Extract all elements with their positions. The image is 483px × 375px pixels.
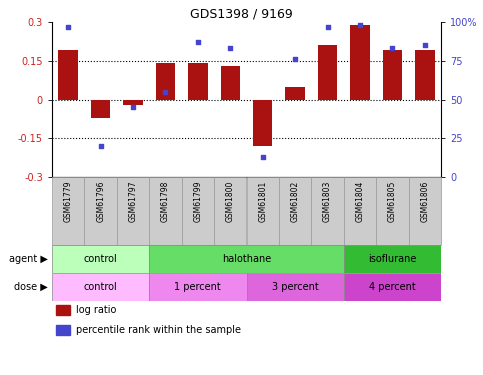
Text: halothane: halothane	[222, 254, 271, 264]
Bar	[415, 50, 435, 99]
Bar	[285, 87, 305, 99]
Bar	[149, 273, 246, 301]
Bar	[156, 63, 175, 99]
Bar	[350, 25, 369, 99]
Point	[194, 39, 202, 45]
Text: GSM61798: GSM61798	[161, 180, 170, 222]
Bar	[117, 177, 149, 245]
Text: 1 percent: 1 percent	[174, 282, 221, 292]
Bar	[253, 99, 272, 146]
Bar	[85, 177, 117, 245]
Bar	[344, 177, 376, 245]
Text: GSM61802: GSM61802	[291, 180, 299, 222]
Bar	[91, 99, 110, 118]
Text: GSM61800: GSM61800	[226, 180, 235, 222]
Bar	[246, 273, 344, 301]
Point	[227, 45, 234, 51]
Point	[324, 24, 331, 30]
Bar	[182, 177, 214, 245]
Point	[129, 104, 137, 110]
Point	[259, 154, 267, 160]
Bar	[312, 177, 344, 245]
Text: control: control	[84, 282, 117, 292]
Bar	[246, 177, 279, 245]
Text: 4 percent: 4 percent	[369, 282, 416, 292]
Point	[421, 42, 428, 48]
Bar	[221, 66, 240, 99]
Text: control: control	[84, 254, 117, 264]
Text: GSM61796: GSM61796	[96, 180, 105, 222]
Point	[291, 56, 299, 62]
Text: GSM61801: GSM61801	[258, 180, 267, 222]
Bar	[344, 273, 441, 301]
Text: GSM61803: GSM61803	[323, 180, 332, 222]
Bar	[318, 45, 337, 99]
Bar	[149, 177, 182, 245]
Text: GSM61797: GSM61797	[128, 180, 138, 222]
Text: GSM61799: GSM61799	[193, 180, 202, 222]
Point	[64, 24, 72, 30]
Bar	[409, 177, 441, 245]
Bar	[149, 245, 344, 273]
Text: agent ▶: agent ▶	[9, 254, 48, 264]
Text: dose ▶: dose ▶	[14, 282, 48, 292]
Point	[97, 143, 104, 149]
Bar	[56, 324, 71, 335]
Bar	[344, 245, 441, 273]
Text: log ratio: log ratio	[76, 305, 117, 315]
Text: GSM61779: GSM61779	[64, 180, 73, 222]
Text: GSM61805: GSM61805	[388, 180, 397, 222]
Bar	[383, 50, 402, 99]
Text: GSM61804: GSM61804	[355, 180, 365, 222]
Text: GSM61806: GSM61806	[420, 180, 429, 222]
Text: GDS1398 / 9169: GDS1398 / 9169	[190, 8, 293, 21]
Bar	[52, 177, 85, 245]
Bar	[279, 177, 312, 245]
Point	[356, 22, 364, 28]
Text: isoflurane: isoflurane	[368, 254, 416, 264]
Bar	[52, 245, 149, 273]
Bar	[58, 50, 78, 99]
Text: percentile rank within the sample: percentile rank within the sample	[76, 325, 242, 335]
Bar	[123, 99, 143, 105]
Bar	[56, 305, 71, 315]
Bar	[188, 63, 208, 99]
Bar	[376, 177, 409, 245]
Bar	[214, 177, 246, 245]
Point	[162, 89, 170, 95]
Text: 3 percent: 3 percent	[272, 282, 318, 292]
Bar	[52, 273, 149, 301]
Point	[388, 45, 396, 51]
